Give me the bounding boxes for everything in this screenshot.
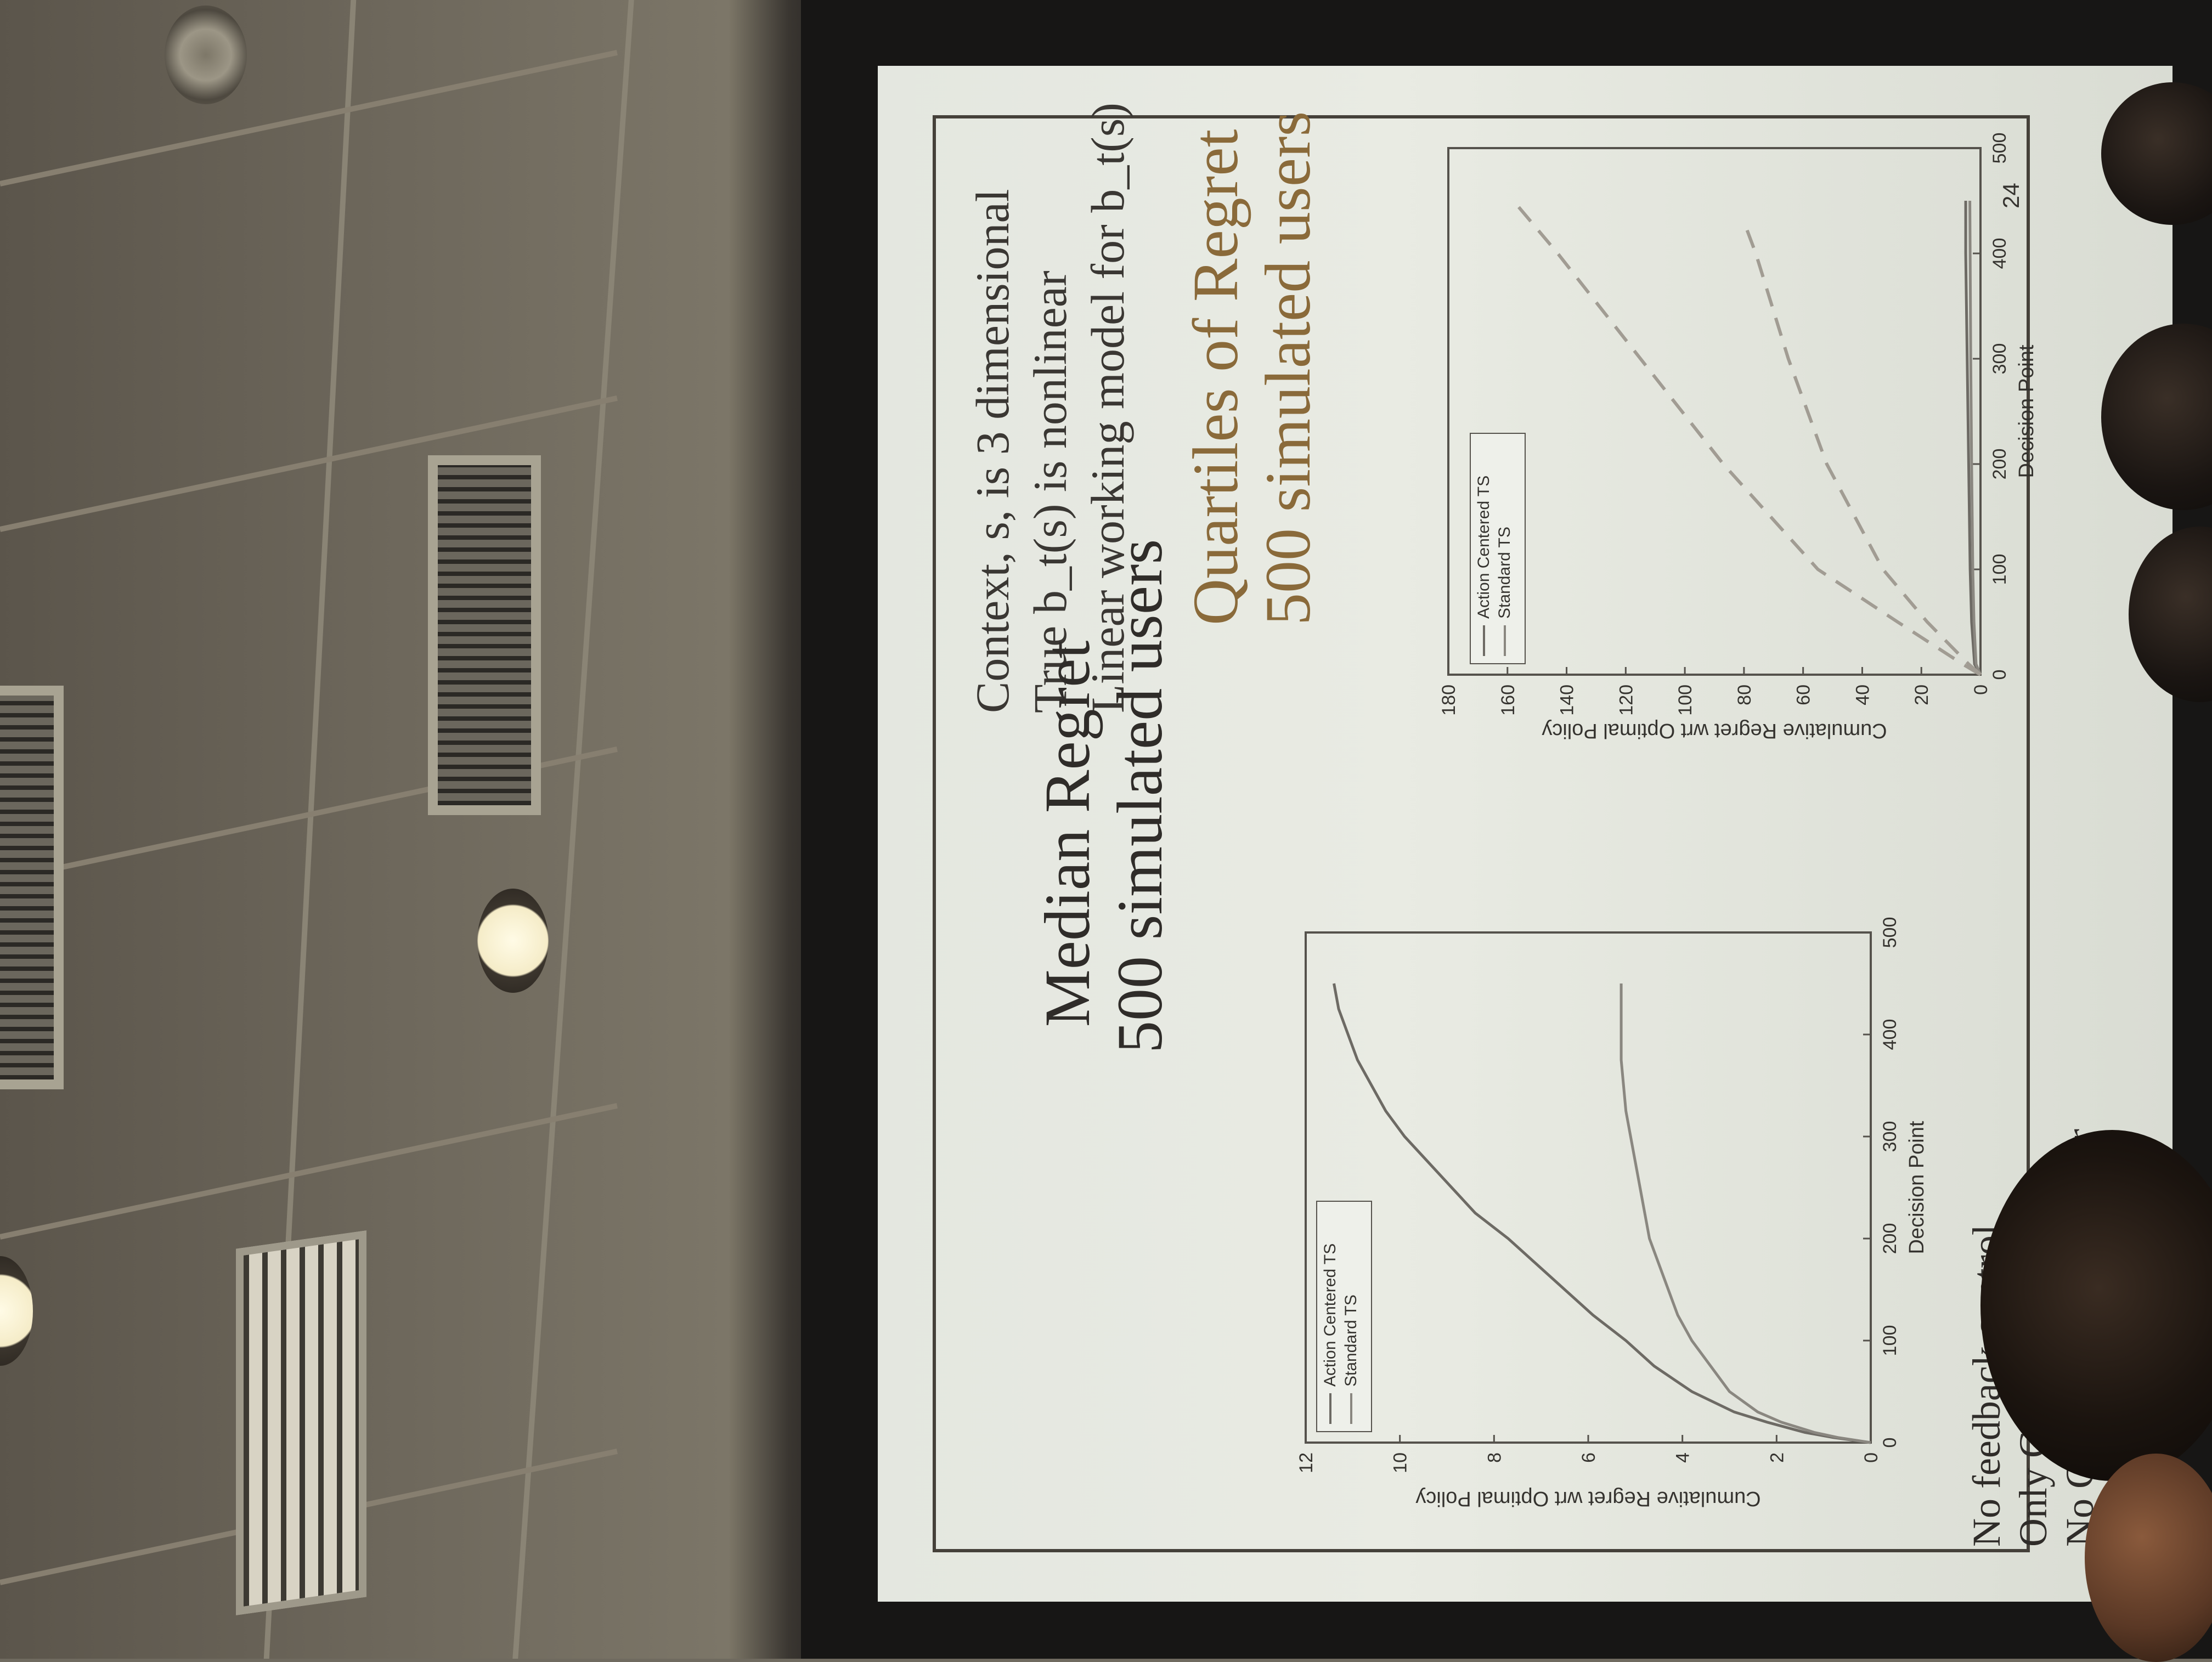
median-regret-chart: 0 100 200 300 400 500 0 2 4 6 8 10 12 Decision Point C… bbox=[1296, 917, 1928, 1510]
y-tick-label: 120 bbox=[1616, 685, 1637, 716]
series-line-quartile-2 bbox=[1512, 200, 1982, 676]
legend-entry: Standard TS bbox=[1496, 527, 1514, 619]
x-axis-label: Decision Point bbox=[1905, 1121, 1928, 1254]
series-line-standard-ts bbox=[1968, 200, 1982, 675]
audience-head bbox=[2101, 82, 2212, 225]
context-line-1: Context, s, is 3 dimensional bbox=[966, 189, 1020, 713]
ceiling-vent bbox=[0, 686, 64, 1089]
y-axis-label: Cumulative Regret wrt Optimal Policy bbox=[1415, 1487, 1760, 1510]
y-tick-label: 160 bbox=[1498, 685, 1519, 716]
y-tick-label: 80 bbox=[1734, 685, 1755, 705]
plot-area bbox=[1305, 931, 1872, 1444]
x-tick-label: 400 bbox=[1880, 1019, 1900, 1050]
x-tick-label: 300 bbox=[1880, 1121, 1900, 1152]
right-heading-line-1: Quartiles of Regret bbox=[1180, 129, 1251, 625]
ceiling-seam bbox=[512, 0, 634, 1659]
legend-entry: Action Centered TS bbox=[1475, 476, 1493, 619]
ceiling-background bbox=[0, 0, 730, 1659]
x-tick-label: 100 bbox=[1989, 554, 2010, 585]
y-tick-label: 40 bbox=[1852, 685, 1873, 705]
y-tick-label: 140 bbox=[1557, 685, 1578, 716]
x-tick-label: 500 bbox=[1989, 133, 2010, 164]
y-tick-label: 8 bbox=[1484, 1452, 1505, 1463]
plot-area bbox=[1447, 147, 1982, 676]
x-tick-label: 0 bbox=[1880, 1438, 1900, 1448]
y-tick-label: 0 bbox=[1971, 685, 1991, 695]
ceiling-seam bbox=[0, 1103, 618, 1240]
left-heading-line-1: Median Regret bbox=[1031, 640, 1103, 1027]
x-tick-label: 100 bbox=[1880, 1325, 1900, 1356]
x-tick-label: 200 bbox=[1989, 449, 2010, 480]
right-heading: Quartiles of Regret 500 simulated users bbox=[1180, 111, 1324, 625]
legend-box bbox=[1316, 1201, 1372, 1432]
y-tick-label: 6 bbox=[1578, 1452, 1599, 1463]
series-line-standard-ts bbox=[1620, 983, 1871, 1444]
series-line-action-centered-ts bbox=[1333, 983, 1871, 1444]
y-tick-label: 20 bbox=[1911, 685, 1932, 705]
ceiling-vent bbox=[428, 455, 541, 815]
quartiles-regret-chart: 0 100 200 300 400 500 0 20 40 60 80 100 120 140 160 180… bbox=[1438, 133, 2038, 742]
audience-head bbox=[1980, 1130, 2212, 1481]
legend-box bbox=[1470, 433, 1526, 664]
y-tick-label: 100 bbox=[1675, 685, 1696, 716]
ceiling-seam bbox=[0, 50, 618, 186]
audience-head bbox=[2085, 1454, 2212, 1662]
x-tick-label: 0 bbox=[1989, 670, 2010, 680]
series-line-action-centered-ts bbox=[1964, 201, 1982, 676]
context-line-text: Context, s, is 3 dimensional bbox=[966, 189, 1019, 713]
x-axis-label: Decision Point bbox=[2015, 344, 2038, 478]
y-tick-label: 180 bbox=[1438, 685, 1459, 716]
x-tick-label: 200 bbox=[1880, 1223, 1900, 1254]
presentation-slide: Context, s, is 3 dimensional True b_t(s)… bbox=[878, 66, 2172, 1602]
y-tick-label: 2 bbox=[1767, 1452, 1787, 1463]
y-tick-label: 12 bbox=[1296, 1452, 1317, 1473]
ceiling-sprinkler bbox=[165, 5, 247, 104]
ceiling-light bbox=[0, 1256, 33, 1366]
right-heading-line-2: 500 simulated users bbox=[1252, 111, 1324, 625]
x-tick-label: 500 bbox=[1880, 917, 1900, 948]
air-grille bbox=[236, 1230, 366, 1615]
legend-entry: Action Centered TS bbox=[1321, 1243, 1339, 1387]
left-heading-line-2: 500 simulated users bbox=[1104, 539, 1176, 1053]
y-tick-label: 10 bbox=[1390, 1452, 1411, 1473]
x-tick-label: 300 bbox=[1989, 343, 2010, 375]
ceiling-light bbox=[477, 889, 549, 993]
y-tick-label: 60 bbox=[1793, 685, 1814, 705]
y-tick-label: 0 bbox=[1861, 1452, 1882, 1463]
y-tick-label: 4 bbox=[1673, 1452, 1694, 1463]
y-axis-label: Cumulative Regret wrt Optimal Policy bbox=[1542, 719, 1887, 742]
left-heading: Median Regret 500 simulated users bbox=[1031, 539, 1176, 1053]
x-tick-label: 400 bbox=[1989, 238, 2010, 269]
stray-page-label: 24 bbox=[1998, 183, 2024, 208]
series-line-quartile-3 bbox=[1742, 221, 1982, 676]
legend-entry: Standard TS bbox=[1342, 1294, 1360, 1387]
